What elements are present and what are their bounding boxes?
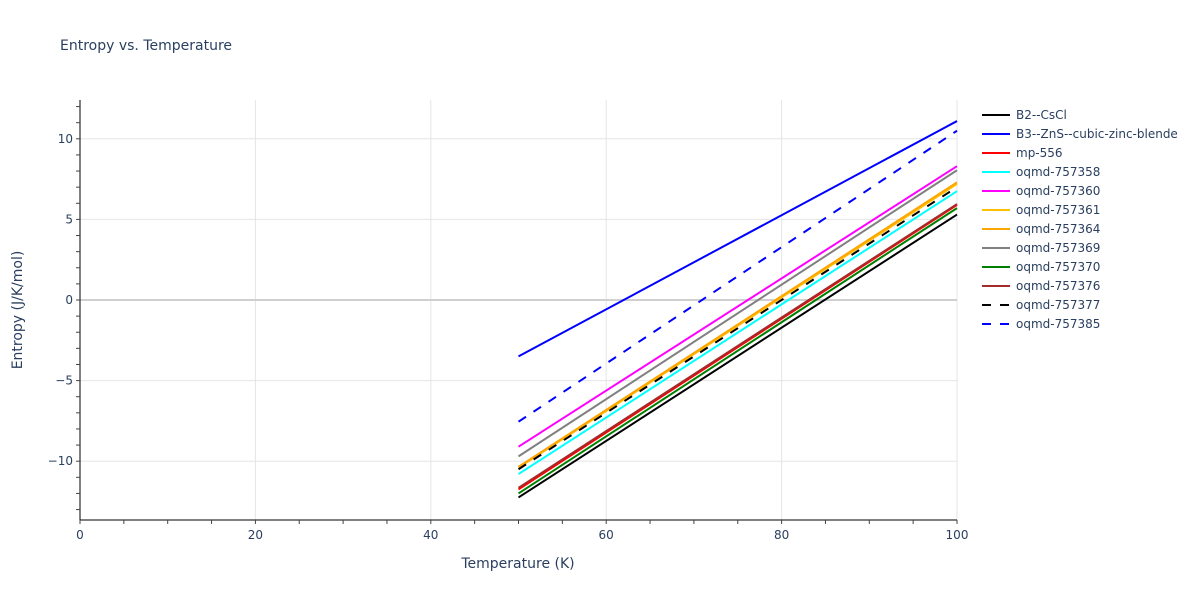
y-tick-label: −5 (55, 374, 73, 388)
plot-lines (517, 120, 958, 499)
x-axis-title: Temperature (K) (460, 556, 574, 572)
legend-item[interactable]: B2--CsCl (982, 108, 1067, 122)
gridlines (80, 100, 958, 520)
legend-label: oqmd-757370 (1016, 260, 1100, 274)
legend-item[interactable]: oqmd-757377 (982, 298, 1100, 312)
x-tick-label: 20 (248, 528, 263, 542)
legend-label: oqmd-757369 (1016, 241, 1100, 255)
chart-title: Entropy vs. Temperature (60, 38, 232, 54)
legend-label: oqmd-757376 (1016, 279, 1100, 293)
legend-item[interactable]: B3--ZnS--cubic-zinc-blende (982, 127, 1178, 141)
series-line-oqmd-757360 (517, 165, 958, 448)
legend-item[interactable]: oqmd-757370 (982, 260, 1100, 274)
legend-label: oqmd-757364 (1016, 222, 1100, 236)
series-line-oqmd-757377 (517, 186, 958, 471)
legend-label: oqmd-757385 (1016, 317, 1100, 331)
series-line-B3--ZnS--cubic-zinc-blende (518, 120, 958, 358)
series-line-B2--CsCl (517, 213, 958, 499)
legend-label: B2--CsCl (1016, 108, 1067, 122)
x-tick-label: 40 (423, 528, 438, 542)
legend-label: oqmd-757358 (1016, 165, 1100, 179)
y-tick-label: 0 (65, 293, 73, 307)
legend-item[interactable]: oqmd-757358 (982, 165, 1100, 179)
legend-item[interactable]: oqmd-757385 (982, 317, 1100, 331)
legend-item[interactable]: oqmd-757361 (982, 203, 1100, 217)
series-line-oqmd-757369 (517, 169, 958, 458)
legend-item[interactable]: oqmd-757360 (982, 184, 1100, 198)
legend-label: oqmd-757360 (1016, 184, 1100, 198)
series-line-oqmd-757364 (517, 181, 958, 468)
series-line-oqmd-757370 (517, 207, 958, 495)
x-tick-label: 80 (774, 528, 789, 542)
x-tick-label: 100 (946, 528, 969, 542)
y-tick-label: 10 (58, 132, 73, 146)
y-tick-label: 5 (65, 212, 73, 226)
series-line-oqmd-757385 (517, 129, 958, 423)
axes (76, 100, 958, 524)
legend-item[interactable]: oqmd-757364 (982, 222, 1100, 236)
legend-label: B3--ZnS--cubic-zinc-blende (1016, 127, 1178, 141)
legend-label: oqmd-757361 (1016, 203, 1100, 217)
y-axis-title: Entropy (J/K/mol) (10, 251, 26, 370)
legend-item[interactable]: mp-556 (982, 146, 1063, 160)
y-tick-label: −10 (48, 454, 73, 468)
legend-label: mp-556 (1016, 146, 1063, 160)
y-axis-ticks: −10 −5 0 5 10 (48, 132, 73, 468)
legend-item[interactable]: oqmd-757369 (982, 241, 1100, 255)
x-tick-label: 0 (76, 528, 84, 542)
legend-label: oqmd-757377 (1016, 298, 1100, 312)
legend-item[interactable]: oqmd-757376 (982, 279, 1100, 293)
x-axis-ticks: 0 20 40 60 80 100 (76, 528, 968, 542)
series-line-oqmd-757376 (517, 203, 958, 489)
series-line-oqmd-757358 (517, 190, 958, 475)
legend: B2--CsCl B3--ZnS--cubic-zinc-blende mp-556… (982, 108, 1178, 331)
x-tick-label: 60 (599, 528, 614, 542)
